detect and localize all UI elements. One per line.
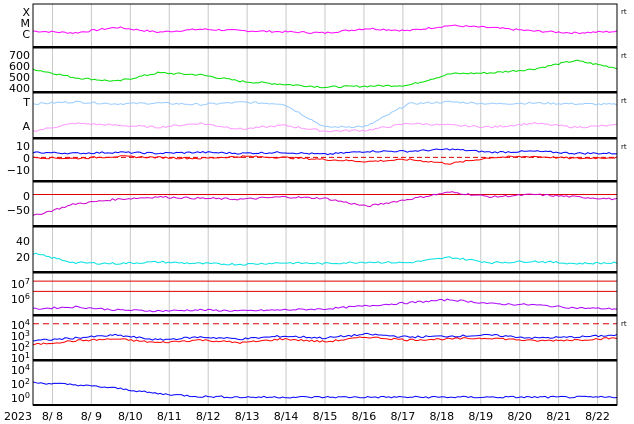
y-tick-label: 0 — [23, 152, 30, 165]
series-line — [32, 336, 618, 346]
y-tick-label: 600 — [9, 60, 30, 73]
x-axis: 2023 8/ 8 8/ 9 8/10 8/11 8/12 8/13 8/14 8/15 8/1… — [4, 410, 610, 423]
y-tick-label: 106 — [11, 292, 30, 307]
y-tick-label: 500 — [9, 71, 30, 84]
series-line — [32, 298, 618, 313]
y-tick-label: 10 — [16, 140, 30, 153]
x-tick-label: 8/12 — [196, 410, 221, 423]
panel-label: M — [21, 17, 31, 30]
series-line — [32, 191, 618, 216]
y-tick-label: 20 — [16, 251, 30, 264]
panel-right-label: rt — [621, 97, 627, 105]
y-tick-label: 102 — [11, 377, 30, 392]
x-tick-label: 8/14 — [274, 410, 299, 423]
series-line — [32, 59, 618, 89]
x-tick-label: 8/ 9 — [81, 410, 102, 423]
y-tick-label: 100 — [11, 391, 30, 406]
panel-label: T — [22, 96, 30, 109]
x-start-label: 2023 — [4, 410, 32, 423]
x-tick-label: 8/15 — [313, 410, 338, 423]
x-tick-label: 8/21 — [546, 410, 571, 423]
x-tick-label: 8/13 — [235, 410, 260, 423]
panel-dst: 0−50 — [7, 181, 618, 227]
panel-right-label: rt — [621, 8, 627, 16]
series-line — [33, 24, 618, 35]
x-tick-label: 8/22 — [585, 410, 610, 423]
x-tick-label: 8/11 — [157, 410, 182, 423]
y-tick-label: 104 — [11, 363, 30, 378]
chart-panels: XMCrt700600500400rtTArt100−10rt0−5040201… — [7, 3, 627, 406]
series-line — [32, 155, 618, 165]
y-tick-label: 400 — [9, 82, 30, 95]
series-line — [32, 100, 618, 129]
x-tick-label: 8/19 — [468, 410, 493, 423]
y-tick-label: 107 — [11, 277, 30, 292]
series-line — [32, 332, 618, 342]
x-tick-label: 8/20 — [507, 410, 532, 423]
panel-label: A — [22, 120, 30, 133]
x-tick-label: 8/10 — [118, 410, 143, 423]
panel-right-label: rt — [621, 320, 627, 328]
series-line — [32, 252, 618, 266]
y-tick-label: 40 — [16, 235, 30, 248]
y-tick-label: −10 — [7, 164, 30, 177]
x-tick-label: 8/17 — [391, 410, 416, 423]
panel-right-label: rt — [621, 143, 627, 151]
y-tick-label: 0 — [23, 190, 30, 203]
y-tick-label: −50 — [7, 204, 30, 217]
series-line — [32, 148, 618, 156]
panel-imf-components: 100−10 rt — [7, 138, 627, 182]
x-tick-label: 8/ 8 — [42, 410, 63, 423]
panel-right-label: rt — [621, 52, 627, 60]
series-line — [32, 381, 618, 399]
series-line — [32, 121, 618, 133]
panel-label: X — [22, 6, 30, 19]
x-tick-label: 8/18 — [429, 410, 454, 423]
y-tick-label: 700 — [9, 49, 30, 62]
x-tick-label: 8/16 — [352, 410, 377, 423]
panel-label: C — [22, 28, 30, 41]
